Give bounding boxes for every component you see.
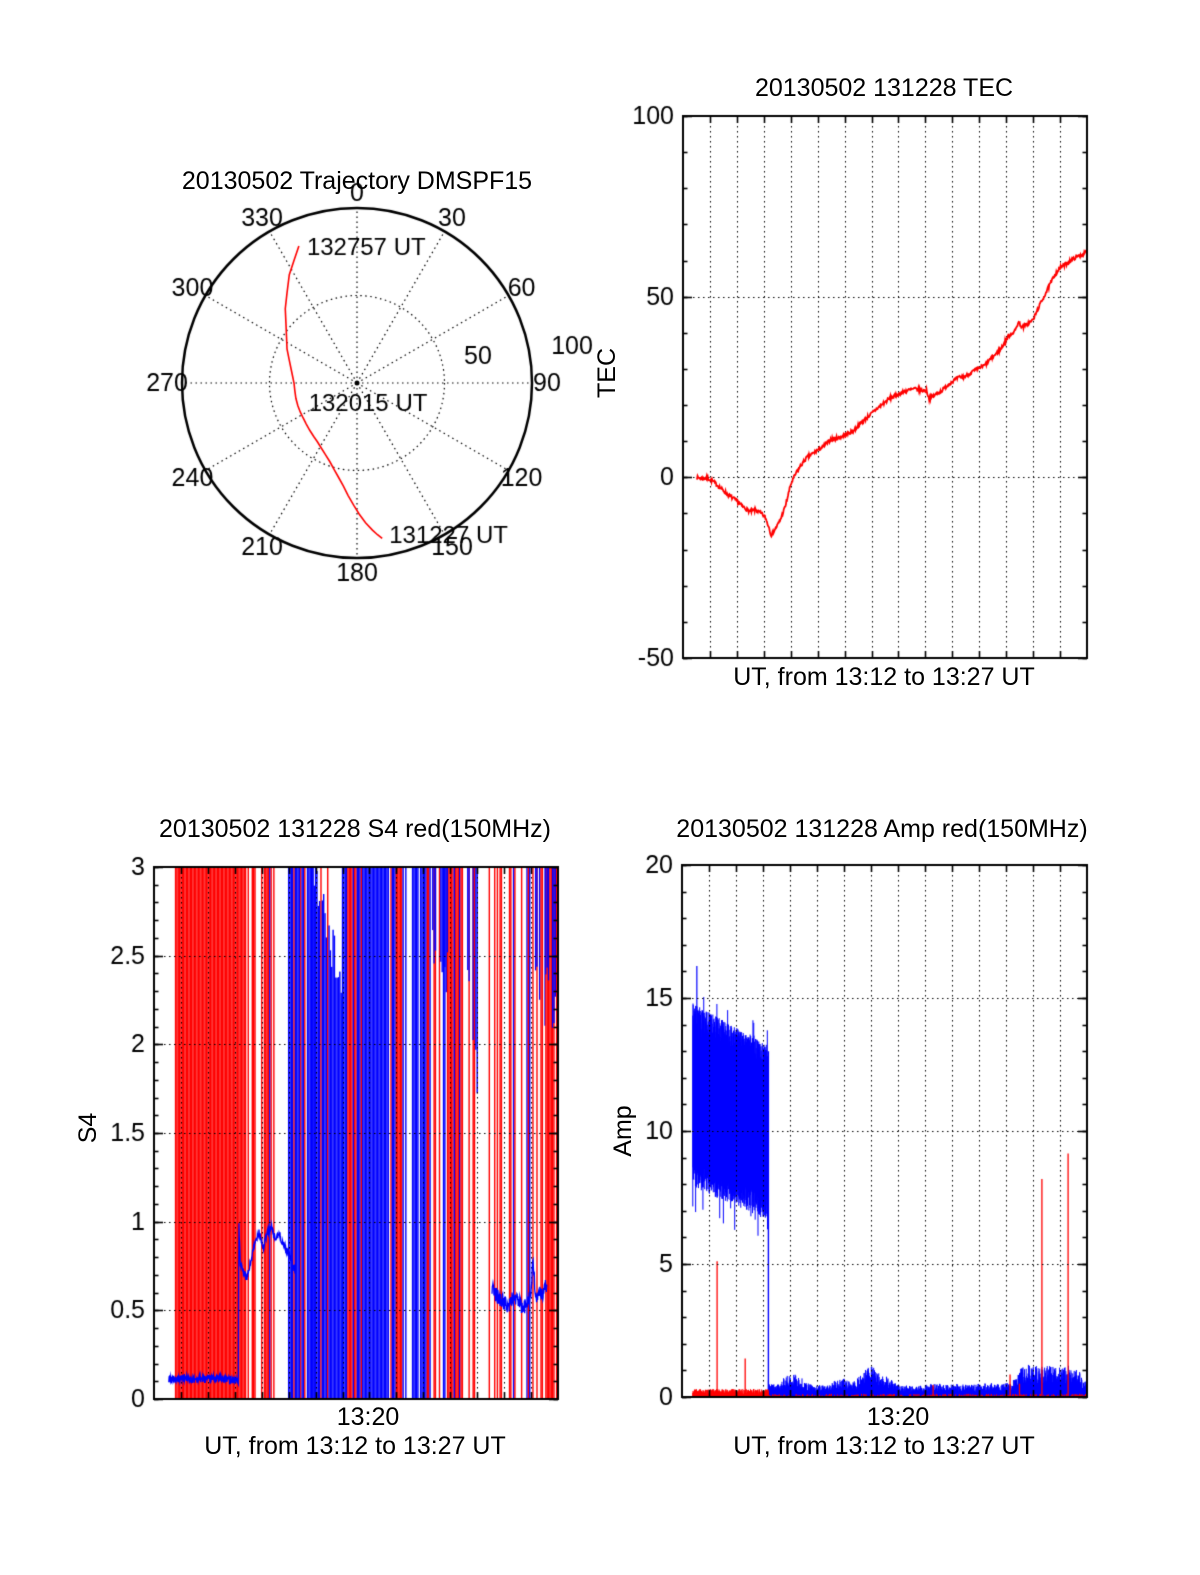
amp-x-tick-label: 13:20 [866, 1403, 930, 1431]
amp-x-axis-label: UT, from 13:12 to 13:27 UT [733, 1432, 1035, 1460]
amp-y-axis-label: Amp [609, 1105, 637, 1157]
s4-y-axis-label: S4 [74, 1112, 102, 1144]
amp-title: 20130502 131228 Amp red(150MHz) [676, 815, 1088, 843]
s4-x-tick-label: 13:20 [336, 1403, 400, 1431]
s4-title: 20130502 131228 S4 red(150MHz) [159, 815, 551, 843]
tec-y-axis-label: TEC [593, 348, 621, 398]
tec-title: 20130502 131228 TEC [754, 74, 1014, 102]
tec-x-axis-label: UT, from 13:12 to 13:27 UT [733, 663, 1035, 691]
trajectory-title: 20130502 Trajectory DMSPF15 [181, 167, 533, 195]
s4-x-axis-label: UT, from 13:12 to 13:27 UT [204, 1432, 506, 1460]
